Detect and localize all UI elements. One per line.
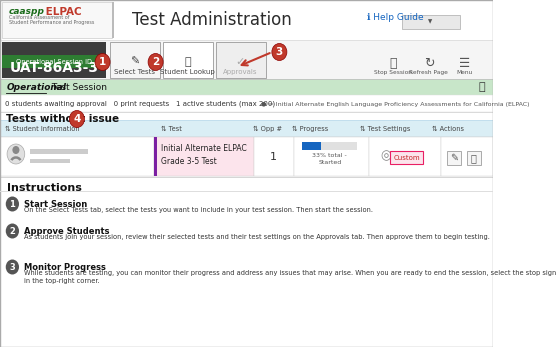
Circle shape [148, 53, 163, 70]
Text: 3: 3 [9, 262, 15, 271]
Text: ⇅ Test: ⇅ Test [161, 126, 182, 132]
FancyBboxPatch shape [2, 2, 112, 38]
Text: California Assessment of: California Assessment of [9, 15, 69, 20]
Text: 1: 1 [270, 152, 277, 162]
Circle shape [69, 110, 84, 127]
FancyBboxPatch shape [154, 137, 157, 176]
Text: ⛔: ⛔ [389, 57, 397, 69]
FancyBboxPatch shape [0, 177, 493, 347]
FancyBboxPatch shape [467, 151, 481, 165]
Text: ↻: ↻ [424, 57, 434, 69]
Text: ✎: ✎ [450, 153, 459, 163]
Text: ⇅ Student Information: ⇅ Student Information [6, 126, 80, 132]
FancyBboxPatch shape [302, 142, 357, 150]
FancyBboxPatch shape [294, 137, 369, 176]
Text: Student Performance and Progress: Student Performance and Progress [9, 20, 94, 25]
Text: ✓: ✓ [236, 57, 245, 67]
Text: While students are testing, you can monitor their progress and address any issue: While students are testing, you can moni… [24, 270, 556, 284]
Text: caaspp: caaspp [9, 7, 45, 16]
FancyBboxPatch shape [0, 79, 493, 95]
FancyBboxPatch shape [448, 151, 461, 165]
FancyBboxPatch shape [441, 137, 493, 176]
Circle shape [7, 144, 25, 164]
Text: ☰: ☰ [459, 57, 470, 69]
FancyBboxPatch shape [216, 42, 266, 78]
FancyBboxPatch shape [0, 137, 493, 176]
Text: ⇅ Actions: ⇅ Actions [432, 126, 464, 132]
Text: Custom: Custom [393, 154, 420, 161]
Text: 4: 4 [73, 114, 80, 124]
Text: Stop Session: Stop Session [374, 70, 412, 75]
Text: 3: 3 [276, 47, 283, 57]
Circle shape [6, 260, 19, 274]
Circle shape [6, 223, 19, 238]
Text: ⏸: ⏸ [471, 153, 477, 163]
FancyBboxPatch shape [112, 2, 114, 38]
Text: ● = Initial Alternate English Language Proficiency Assessments for California (E: ● = Initial Alternate English Language P… [261, 102, 530, 107]
Text: ⇅ Progress: ⇅ Progress [292, 125, 328, 132]
Text: ◎: ◎ [380, 150, 391, 162]
FancyBboxPatch shape [2, 55, 106, 68]
Circle shape [12, 146, 20, 154]
FancyBboxPatch shape [0, 0, 493, 40]
FancyBboxPatch shape [402, 15, 460, 29]
Text: ℹ Help Guide: ℹ Help Guide [367, 12, 424, 22]
Text: UAT-86A3-3: UAT-86A3-3 [9, 61, 98, 75]
FancyBboxPatch shape [369, 137, 441, 176]
FancyBboxPatch shape [163, 42, 213, 78]
Text: Test Session: Test Session [49, 83, 107, 92]
Text: Menu: Menu [456, 70, 472, 75]
FancyBboxPatch shape [2, 42, 106, 78]
FancyBboxPatch shape [30, 149, 88, 154]
Text: Start Session: Start Session [24, 200, 87, 209]
Text: Monitor Progress: Monitor Progress [24, 263, 106, 272]
Text: ✎: ✎ [129, 57, 139, 67]
Text: Operational Session ID: Operational Session ID [16, 59, 92, 65]
Text: 1: 1 [9, 200, 15, 209]
Text: ⌕: ⌕ [184, 57, 191, 67]
Text: ⇅ Test Settings: ⇅ Test Settings [360, 125, 410, 132]
Text: ▼: ▼ [429, 19, 432, 25]
Text: Test Administration: Test Administration [132, 11, 292, 29]
Text: Initial Alternate ELPAC
Grade 3-5 Test: Initial Alternate ELPAC Grade 3-5 Test [161, 144, 247, 166]
Text: Refresh Page: Refresh Page [410, 70, 448, 75]
Text: 1: 1 [99, 57, 106, 67]
FancyBboxPatch shape [109, 42, 160, 78]
Circle shape [272, 43, 287, 60]
Text: Tests without issue: Tests without issue [6, 114, 119, 124]
Text: As students join your session, review their selected tests and their test settin: As students join your session, review th… [24, 234, 490, 240]
FancyBboxPatch shape [0, 95, 493, 112]
FancyBboxPatch shape [0, 112, 493, 177]
FancyBboxPatch shape [390, 151, 424, 164]
FancyBboxPatch shape [254, 137, 294, 176]
FancyBboxPatch shape [30, 159, 70, 163]
FancyBboxPatch shape [0, 40, 493, 80]
Circle shape [6, 196, 19, 212]
Text: Instructions: Instructions [7, 183, 82, 193]
Circle shape [95, 53, 110, 70]
Text: ⇅ Opp #: ⇅ Opp # [253, 125, 282, 132]
Text: On the Select Tests tab, select the tests you want to include in your test sessi: On the Select Tests tab, select the test… [24, 207, 373, 213]
Text: 2: 2 [152, 57, 159, 67]
Text: 2: 2 [9, 227, 15, 236]
Text: Approvals: Approvals [223, 69, 258, 75]
FancyBboxPatch shape [154, 137, 254, 176]
Text: Approve Students: Approve Students [24, 227, 109, 236]
Text: Select Tests: Select Tests [114, 69, 155, 75]
Text: 33% total -
Started: 33% total - Started [312, 153, 347, 165]
Text: Student Lookup: Student Lookup [160, 69, 215, 75]
Text: 0 students awaiting approval   0 print requests   1 active students (max 200): 0 students awaiting approval 0 print req… [6, 101, 276, 107]
FancyBboxPatch shape [0, 120, 493, 137]
FancyBboxPatch shape [0, 137, 154, 176]
Text: Operational: Operational [6, 83, 66, 92]
Text: ⎙: ⎙ [479, 82, 485, 92]
FancyBboxPatch shape [302, 142, 321, 150]
Text: ELPAC: ELPAC [42, 7, 82, 17]
